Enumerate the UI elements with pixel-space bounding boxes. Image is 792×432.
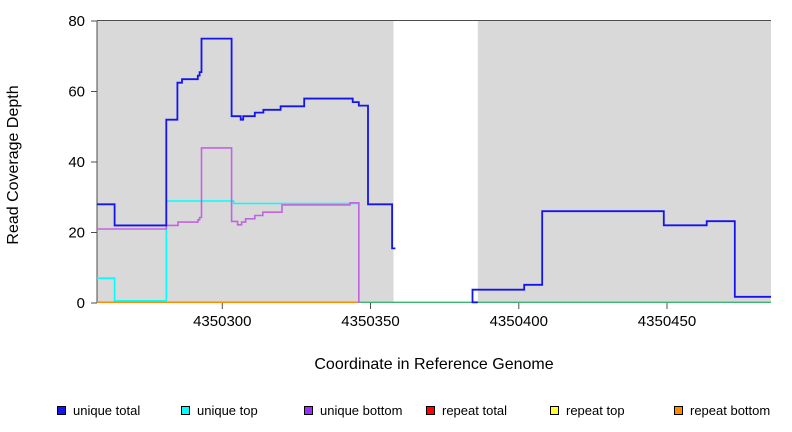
svg-text:4350300: 4350300: [193, 313, 251, 330]
svg-text:0: 0: [77, 295, 85, 312]
svg-text:4350400: 4350400: [490, 313, 548, 330]
svg-text:Coordinate in Reference Genome: Coordinate in Reference Genome: [314, 356, 553, 373]
svg-text:20: 20: [68, 225, 85, 242]
svg-text:80: 80: [68, 13, 85, 30]
svg-text:4350450: 4350450: [638, 313, 696, 330]
svg-text:60: 60: [68, 84, 85, 101]
svg-text:Read Coverage Depth: Read Coverage Depth: [5, 85, 22, 244]
svg-text:40: 40: [68, 154, 85, 171]
svg-text:4350350: 4350350: [341, 313, 399, 330]
